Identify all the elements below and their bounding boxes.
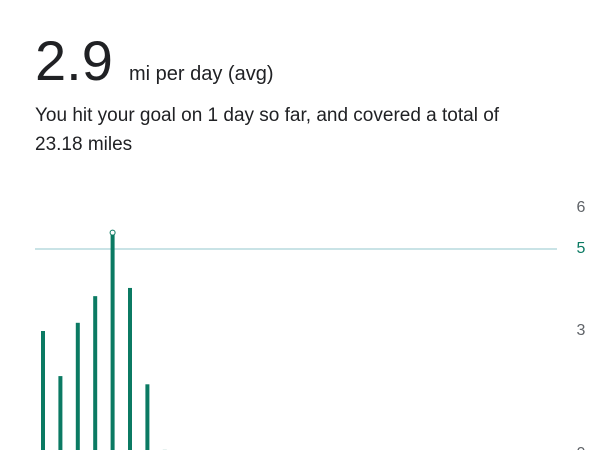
- y-tick-label: 5: [577, 240, 586, 257]
- goal-marker: [109, 229, 116, 236]
- bar: [75, 322, 80, 450]
- summary-line: You hit your goal on 1 day so far, and c…: [35, 105, 500, 126]
- bar: [110, 232, 115, 450]
- bar: [145, 384, 150, 450]
- bar: [128, 287, 132, 450]
- y-tick-label: 6: [577, 199, 586, 216]
- bar: [58, 376, 63, 450]
- bar: [93, 296, 98, 450]
- y-tick-label: 0: [577, 445, 586, 450]
- y-tick-label: 3: [577, 322, 586, 339]
- average-unit: mi per day (avg): [129, 63, 274, 85]
- bar: [41, 331, 45, 450]
- summary-line: 23.18 miles: [35, 134, 132, 155]
- average-value: 2.9: [35, 29, 113, 92]
